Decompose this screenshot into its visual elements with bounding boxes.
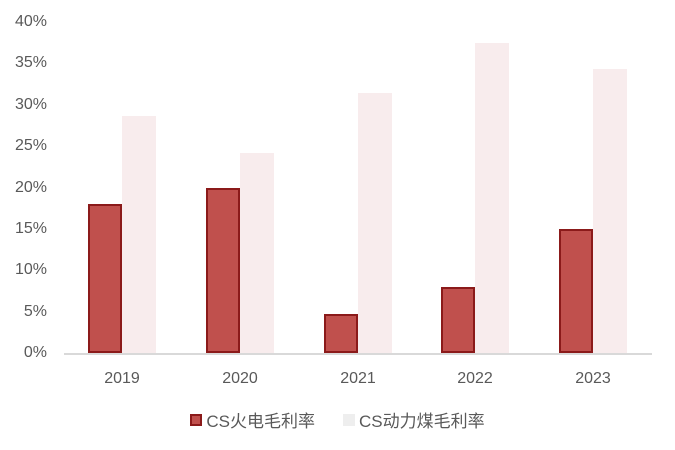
bar-thermal-power-2023 [559, 228, 593, 353]
legend: CS火电毛利率 CS动力煤毛利率 [0, 407, 675, 432]
y-tick-label: 0% [23, 344, 47, 361]
bar-thermal-power-2019 [88, 204, 122, 353]
x-tick-label: 2021 [340, 370, 376, 387]
legend-label-thermal-power: CS火电毛利率 [206, 412, 315, 431]
legend-item-thermal-coal: CS动力煤毛利率 [343, 407, 485, 432]
x-tick-label: 2023 [575, 370, 611, 387]
y-tick-label: 15% [14, 219, 47, 237]
legend-swatch-thermal-power [190, 413, 203, 426]
bar-thermal-coal-2023 [593, 69, 627, 353]
x-axis-line [64, 353, 652, 355]
y-tick-label: 20% [14, 178, 47, 196]
bar-thermal-coal-2022 [475, 42, 509, 353]
y-tick-label: 5% [23, 302, 47, 320]
x-tick-label: 2019 [104, 370, 140, 387]
legend-item-thermal-power: CS火电毛利率 [190, 407, 315, 432]
y-tick-label: 30% [14, 95, 47, 113]
bar-thermal-coal-2019 [122, 116, 156, 353]
x-tick-label: 2022 [457, 370, 493, 387]
y-tick-label: 25% [14, 137, 47, 155]
legend-swatch-thermal-coal [343, 413, 355, 426]
y-tick-label: 40% [14, 13, 47, 30]
y-tick-label: 35% [14, 54, 47, 72]
bar-thermal-power-2022 [441, 286, 475, 353]
x-tick-label: 2020 [222, 370, 258, 387]
bar-thermal-power-2021 [324, 314, 358, 353]
bar-thermal-coal-2020 [240, 152, 274, 353]
y-tick-label: 10% [14, 261, 47, 279]
bar-thermal-coal-2021 [358, 93, 392, 353]
bar-thermal-power-2020 [206, 187, 240, 353]
legend-label-thermal-coal: CS动力煤毛利率 [359, 412, 485, 431]
